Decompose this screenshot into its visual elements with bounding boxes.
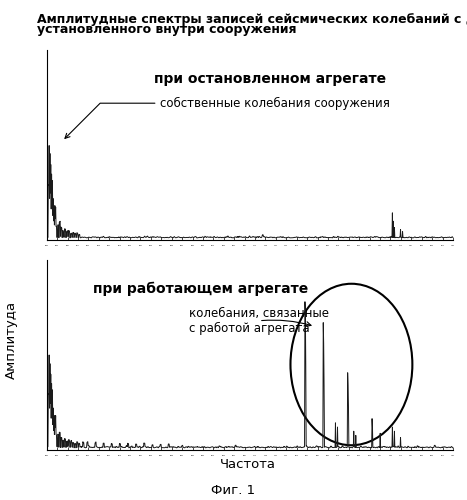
Text: Амплитудные спектры записей сейсмических колебаний с датчика,: Амплитудные спектры записей сейсмических… [37,12,467,26]
Text: при работающем агрегате: при работающем агрегате [93,282,309,296]
Text: собственные колебания сооружения: собственные колебания сооружения [65,96,390,138]
Text: Фиг. 1: Фиг. 1 [212,484,255,498]
Text: колебания, связанные
с работой агрегата: колебания, связанные с работой агрегата [189,306,329,335]
Text: при остановленном агрегате: при остановленном агрегате [154,72,386,86]
Text: Амплитуда: Амплитуда [5,301,18,379]
Text: Частота: Частота [219,458,276,470]
Text: установленного внутри сооружения: установленного внутри сооружения [37,22,297,36]
